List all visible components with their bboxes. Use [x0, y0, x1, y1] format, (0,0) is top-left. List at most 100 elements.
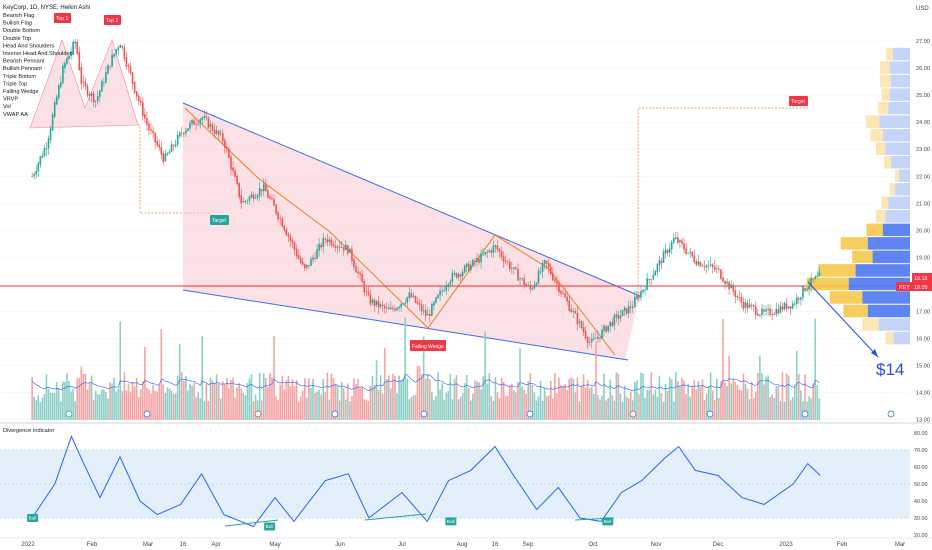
event-marker[interactable]: [887, 410, 895, 418]
volume-bar: [119, 321, 122, 420]
volume-bar: [394, 375, 396, 420]
candle-body: [388, 307, 390, 310]
volume-bar: [763, 384, 765, 420]
volume-bar: [275, 396, 277, 420]
candle-body: [779, 305, 782, 313]
candle-body: [41, 155, 44, 158]
volume-bar: [613, 400, 616, 420]
volume-bar: [795, 350, 798, 420]
volume-bar: [367, 401, 370, 420]
candle-body: [642, 289, 644, 293]
price-pane[interactable]: [0, 0, 910, 422]
candle-body: [209, 124, 212, 127]
volume-bar: [802, 401, 804, 420]
candle-body: [793, 303, 796, 305]
candle-body: [35, 171, 38, 175]
top2-badge: [104, 15, 121, 25]
candle-body: [582, 327, 585, 332]
volume-bar: [541, 400, 544, 420]
candle-body: [78, 51, 81, 71]
event-marker[interactable]: [526, 410, 534, 418]
volume-bar: [531, 384, 534, 420]
candle-body: [43, 148, 46, 157]
event-marker[interactable]: [801, 410, 809, 418]
candle-body: [96, 96, 99, 101]
event-marker[interactable]: [254, 410, 262, 418]
candle-body: [506, 261, 509, 263]
candle-body: [279, 218, 281, 220]
price-axis[interactable]: USD 27.0026.0025.0024.0023.0022.0021.002…: [896, 0, 932, 550]
volume-bar: [547, 395, 550, 420]
candle-body: [646, 278, 648, 290]
volume-bar: [351, 395, 353, 420]
candle-body: [787, 306, 790, 309]
volume-bar: [451, 399, 454, 420]
event-marker[interactable]: [706, 410, 714, 418]
volume-bar: [283, 389, 286, 420]
vrvp-down-bar: [890, 155, 910, 169]
volume-bar: [439, 389, 441, 420]
candle-body: [324, 239, 327, 241]
vrvp-up-bar: [806, 277, 849, 291]
volume-bar: [517, 381, 519, 420]
candle-body: [724, 281, 726, 285]
indicator-pane[interactable]: Divergence Indicator 80.00 70.00 60.00 50.0…: [0, 422, 932, 539]
candle-body: [88, 93, 91, 96]
event-marker[interactable]: [420, 410, 428, 418]
volume-bar: [476, 381, 478, 420]
volume-bar: [724, 382, 726, 420]
candle-body: [578, 321, 581, 323]
candle-body: [170, 144, 173, 152]
candle-body: [472, 259, 474, 266]
current-price-value: 18.18: [914, 276, 928, 282]
candle-body: [375, 300, 378, 306]
volume-bar: [90, 375, 93, 420]
candle-body: [347, 245, 349, 254]
falling-wedge-badge: [410, 340, 446, 351]
candle-body: [158, 144, 161, 148]
volume-bar: [408, 399, 411, 420]
volume-bar: [605, 400, 607, 420]
volume-bar: [355, 384, 357, 420]
volume-bar: [101, 389, 103, 420]
volume-bar: [64, 381, 66, 420]
candle-body: [459, 274, 462, 277]
symbol-price-value: 18.05: [914, 285, 928, 291]
volume-bar: [234, 397, 236, 420]
candle-body: [142, 102, 144, 117]
event-marker[interactable]: [629, 410, 637, 418]
time-axis[interactable]: 2022 Feb Mar 16 Apr May Jun Jul Aug 16 Sep Oct Nov De…: [0, 537, 932, 548]
legend-item: VWAP AA: [3, 112, 28, 118]
indicator-tick-label: 20.00: [914, 533, 928, 539]
volume-bar: [625, 396, 628, 420]
volume-bar: [773, 397, 776, 420]
vrvp-down-bar: [888, 196, 910, 210]
event-marker[interactable]: [143, 410, 151, 418]
volume-bar: [515, 392, 517, 420]
volume-bar: [109, 382, 111, 420]
volume-bar: [185, 375, 187, 420]
candle-body: [420, 304, 423, 312]
candle-body: [31, 176, 33, 178]
volume-bar: [578, 401, 581, 420]
candle-body: [525, 283, 527, 286]
candle-body: [773, 314, 776, 315]
candle-body: [236, 176, 238, 185]
event-marker[interactable]: [331, 410, 339, 418]
candle-body: [195, 124, 197, 125]
candle-body: [740, 297, 743, 303]
volume-bar: [492, 400, 495, 420]
candle-body: [488, 250, 491, 252]
volume-bar: [459, 396, 462, 420]
volume-bar: [511, 383, 513, 420]
event-marker[interactable]: [65, 410, 73, 418]
volume-bar: [607, 398, 609, 420]
candle-body: [543, 260, 546, 265]
volume-bar: [504, 395, 507, 420]
volume-bar: [431, 391, 433, 420]
vrvp-down-bar: [899, 169, 910, 183]
volume-bar: [357, 379, 359, 420]
candle-body: [84, 81, 87, 87]
event-markers[interactable]: [65, 410, 895, 418]
